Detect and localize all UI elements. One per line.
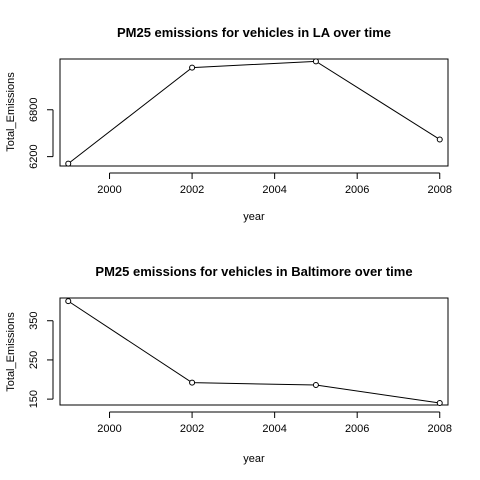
- x-tick-label: 2004: [262, 423, 286, 435]
- x-axis-label: year: [243, 453, 265, 465]
- x-ticks: 2000 2002 2004 2006 2008: [97, 172, 452, 196]
- series-line: [67, 60, 441, 165]
- y-tick-label: 6200: [28, 144, 40, 168]
- data-point: [189, 64, 196, 71]
- x-tick-label: 2002: [180, 184, 204, 196]
- x-tick-label: 2004: [262, 184, 286, 196]
- y-tick-label: 6800: [28, 98, 40, 122]
- chart-title: PM25 emissions for vehicles in LA over t…: [117, 25, 391, 40]
- plot-frame: [59, 297, 449, 406]
- data-point: [436, 136, 443, 143]
- x-tick-label: 2008: [428, 184, 452, 196]
- data-point: [189, 379, 196, 386]
- x-tick-label: 2000: [97, 423, 121, 435]
- y-ticks: 6200 6800: [28, 98, 54, 169]
- x-tick-label: 2006: [345, 184, 369, 196]
- y-axis-label: Total_Emissions: [5, 72, 17, 152]
- series-line: [67, 300, 440, 404]
- data-point: [65, 298, 72, 305]
- series: [65, 58, 443, 167]
- data-point: [436, 400, 443, 407]
- chart-panel-baltimore: PM25 emissions for vehicles in Baltimore…: [5, 264, 452, 465]
- chart-title: PM25 emissions for vehicles in Baltimore…: [95, 264, 412, 279]
- y-tick-label: 350: [28, 312, 40, 330]
- x-tick-label: 2006: [345, 423, 369, 435]
- series: [65, 298, 443, 407]
- data-point: [65, 160, 72, 167]
- x-tick-label: 2008: [428, 423, 452, 435]
- chart-panel-la: PM25 emissions for vehicles in LA over t…: [5, 25, 452, 223]
- plot-frame: [59, 58, 449, 167]
- y-tick-label: 150: [28, 390, 40, 408]
- x-tick-label: 2002: [180, 423, 204, 435]
- data-point: [312, 382, 319, 389]
- data-point: [312, 58, 319, 65]
- x-axis-label: year: [243, 211, 265, 223]
- y-ticks: 150 250 350: [28, 312, 54, 408]
- x-ticks: 2000 2002 2004 2006 2008: [97, 411, 452, 435]
- y-axis-label: Total_Emissions: [5, 312, 17, 392]
- y-tick-label: 250: [28, 351, 40, 369]
- x-tick-label: 2000: [97, 184, 121, 196]
